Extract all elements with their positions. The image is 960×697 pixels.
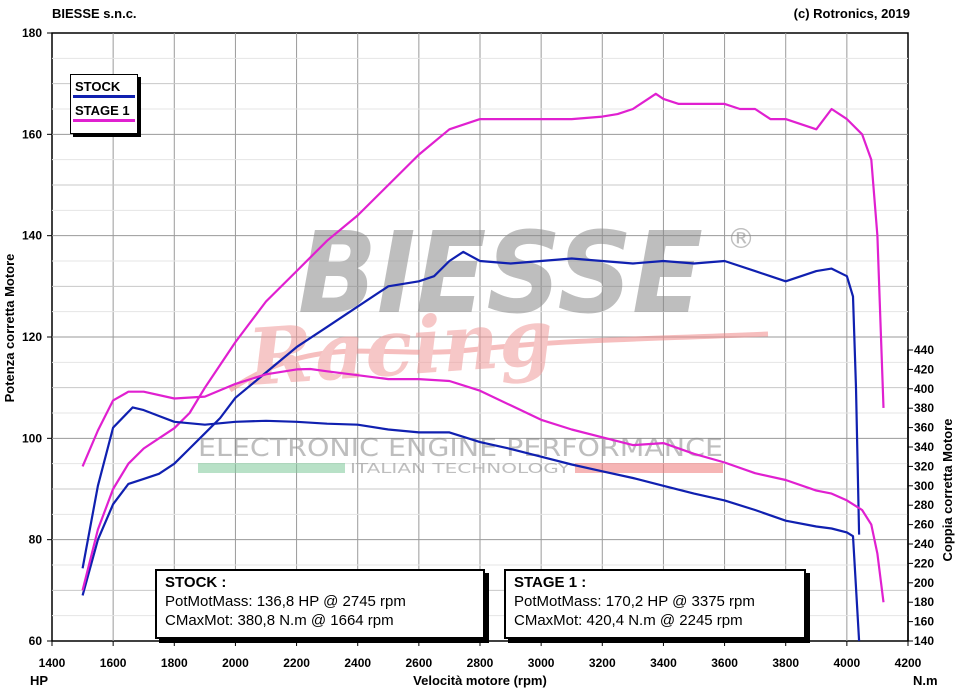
y2-tick-label: 420: [914, 362, 934, 376]
x-tick-label: 1400: [39, 656, 66, 670]
y-tick-label: 140: [22, 229, 42, 243]
info-stage1-torque: CMaxMot: 420,4 N.m @ 2245 rpm: [514, 612, 743, 629]
x-tick-label: 3800: [772, 656, 799, 670]
stock-power-curve: [81, 250, 861, 596]
x-tick-label: 2800: [467, 656, 494, 670]
x-tick-label: 4000: [834, 656, 861, 670]
info-box-stock: STOCK : PotMotMass: 136,8 HP @ 2745 rpm …: [155, 569, 485, 639]
x-tick-label: 4200: [895, 656, 922, 670]
y2-tick-label: 360: [914, 421, 934, 435]
stage1-torque-curve: [81, 367, 885, 603]
info-stock-power: PotMotMass: 136,8 HP @ 2745 rpm: [165, 593, 406, 610]
info-stage1-title: STAGE 1 :: [514, 574, 587, 591]
y-tick-label: 120: [22, 330, 42, 344]
y2-tick-label: 260: [914, 518, 934, 532]
watermark-bar-green: [198, 463, 345, 473]
y-tick-label: 80: [29, 533, 43, 547]
x-tick-label: 1800: [161, 656, 188, 670]
y2-axis-title: Coppia corretta Motore: [940, 418, 955, 561]
x-axis-title: Velocità motore (rpm): [413, 673, 547, 688]
y2-tick-label: 280: [914, 498, 934, 512]
watermark-tagline-sub: ITALIAN TECHNOLOGY: [350, 462, 570, 477]
y-tick-label: 180: [22, 26, 42, 40]
x-tick-label: 3400: [650, 656, 677, 670]
series-curves: [81, 92, 885, 642]
y2-tick-label: 220: [914, 556, 934, 570]
y2-tick-label: 300: [914, 479, 934, 493]
y2-tick-label: 140: [914, 634, 934, 648]
y2-tick-label: 240: [914, 537, 934, 551]
x-tick-label: 2400: [344, 656, 371, 670]
y-tick-label: 100: [22, 431, 42, 445]
x-axis-unit-left: HP: [30, 673, 48, 688]
legend: STOCK STAGE 1: [70, 74, 138, 134]
legend-label-stock: STOCK: [75, 79, 121, 94]
info-stock-title: STOCK :: [165, 574, 227, 591]
info-stock-torque: CMaxMot: 380,8 N.m @ 1664 rpm: [165, 612, 394, 629]
y2-tick-label: 160: [914, 615, 934, 629]
y2-axis-unit: N.m: [913, 673, 938, 688]
watermark-bar-red: [575, 463, 723, 473]
y2-tick-label: 200: [914, 576, 934, 590]
y2-tick-label: 380: [914, 401, 934, 415]
x-tick-label: 2600: [406, 656, 433, 670]
legend-label-stage1: STAGE 1: [75, 103, 130, 118]
watermark-tagline: ELECTRONIC ENGINE PERFORMANCE: [198, 433, 723, 462]
info-box-stage1: STAGE 1 : PotMotMass: 170,2 HP @ 3375 rp…: [504, 569, 806, 639]
stock-torque-curve: [81, 406, 861, 642]
watermark-brand: BIESSE: [298, 209, 703, 339]
y-axis-title: Potenza corretta Motore: [2, 254, 17, 403]
x-tick-label: 2000: [222, 656, 249, 670]
x-tick-label: 2200: [283, 656, 310, 670]
x-tick-label: 3000: [528, 656, 555, 670]
info-stage1-power: PotMotMass: 170,2 HP @ 3375 rpm: [514, 593, 755, 610]
y2-tick-label: 320: [914, 459, 934, 473]
x-tick-label: 3600: [711, 656, 738, 670]
x-tick-label: 3200: [589, 656, 616, 670]
x-tick-label: 1600: [100, 656, 127, 670]
y2-tick-label: 340: [914, 440, 934, 454]
y2-tick-label: 180: [914, 595, 934, 609]
stage1-power-curve: [81, 92, 885, 591]
y-tick-label: 160: [22, 127, 42, 141]
y2-tick-label: 400: [914, 382, 934, 396]
watermark-registered: ®: [727, 222, 755, 255]
watermark-swoosh: [228, 331, 769, 393]
header-company: BIESSE s.n.c.: [52, 6, 137, 21]
watermark-logo: BIESSE ® Racing ELECTRONIC ENGINE PERFOR…: [198, 209, 769, 477]
legend-swatch-stage1: [73, 119, 135, 122]
y2-tick-label: 440: [914, 343, 934, 357]
legend-swatch-stock: [73, 95, 135, 98]
axes: 1400 1600 1800 2000 2200 2400 2600 2800 3000 3200…: [22, 26, 934, 670]
y-tick-label: 60: [29, 634, 43, 648]
header-copyright: (c) Rotronics, 2019: [793, 6, 910, 21]
